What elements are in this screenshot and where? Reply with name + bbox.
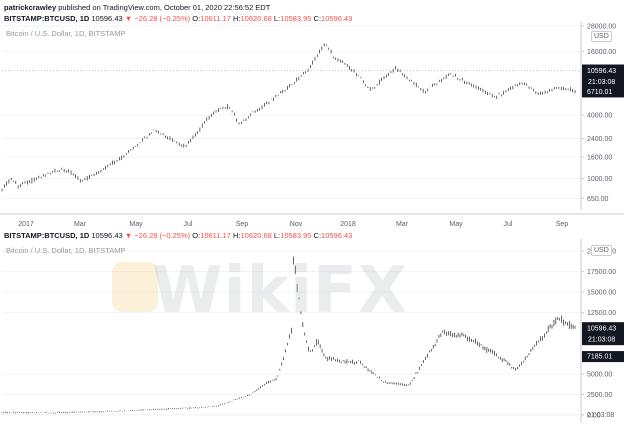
y-tick-label: 17500.00: [587, 269, 616, 276]
secondary-price-tag-label: 6710.01: [587, 89, 612, 96]
x-tick-label: Mar: [396, 221, 409, 228]
y-tick-label: 1600.00: [587, 155, 612, 162]
low-value: 10583.95: [280, 14, 312, 23]
last-price-tag: [582, 64, 624, 88]
price-change: ▼ −26.28 (−0.25%): [124, 231, 191, 240]
x-tick-label: May: [449, 221, 463, 228]
y-tick-label: 15000.00: [587, 290, 616, 297]
currency-label[interactable]: USD: [591, 31, 612, 42]
low-value: 10583.95: [280, 231, 312, 240]
y-tick-label: 2400.00: [587, 136, 612, 143]
secondary-price-tag: [582, 351, 624, 363]
price-change: ▼ −26.28 (−0.25%): [124, 14, 191, 23]
countdown-label: 21:03:08: [588, 337, 615, 344]
ohlc-legend: BITSTAMP:BTCUSD, 1D 10596.43 ▼ −26.28 (−…: [4, 231, 352, 240]
last-price: 10596.43: [91, 14, 123, 23]
x-tick-label: May: [129, 221, 143, 228]
high-value: 10620.68: [240, 231, 272, 240]
chart-panel-log: 2017 Mar May Jul Sep Nov 2018 Mar May Jul Sep 28000…: [0, 12, 624, 230]
close-value: 10596.43: [321, 14, 353, 23]
price-series: [1, 43, 576, 192]
x-tick-label: Jul: [184, 221, 193, 228]
y-tick-label: 16000.00: [587, 49, 616, 56]
chart-canvas-linear: 20000.0017500.0015000.0012500.0021:03:08…: [1, 239, 624, 423]
published-text: published on TradingView.com, October 01…: [58, 3, 271, 12]
close-label: C:: [313, 231, 322, 240]
low-label: L:: [273, 231, 281, 240]
open-label: O:: [192, 14, 201, 23]
open-value: 10611.17: [200, 231, 231, 240]
last-price-tag: [582, 322, 624, 346]
high-label: H:: [233, 14, 241, 23]
close-value: 10596.43: [321, 231, 353, 240]
chart-panel-linear: 20000.0017500.0015000.0012500.0021:03:08…: [0, 229, 624, 425]
countdown-label: 21:03:08: [588, 79, 615, 86]
x-tick-label: Sep: [236, 221, 249, 228]
secondary-price-tag-label: 7185.01: [587, 354, 612, 361]
x-tick-label: 2017: [18, 221, 34, 228]
symbol-label[interactable]: BITSTAMP:BTCUSD, 1D: [4, 231, 90, 240]
symbol-label[interactable]: BITSTAMP:BTCUSD, 1D: [4, 14, 90, 23]
last-price: 10596.43: [91, 231, 123, 240]
y-tick-label: 5000.00: [587, 371, 612, 378]
y-tick-label: 0.00: [587, 412, 601, 419]
x-tick-label: Sep: [556, 221, 569, 228]
open-label: O:: [192, 231, 201, 240]
watermark-logo-icon: [112, 262, 158, 312]
y-tick-label: 21:03:08: [587, 412, 614, 419]
open-value: 10611.17: [200, 14, 231, 23]
y-tick-label: 4000.00: [587, 113, 612, 120]
price-series: [1, 256, 576, 414]
x-tick-label: Nov: [290, 221, 303, 228]
y-tick-label: 12500.00: [587, 310, 616, 317]
ohlc-legend: BITSTAMP:BTCUSD, 1D 10596.43 ▼ −26.28 (−…: [4, 14, 352, 23]
close-label: C:: [313, 14, 322, 23]
publication-header: patrickcrawley published on TradingView.…: [4, 3, 270, 12]
x-tick-label: Mar: [74, 221, 87, 228]
low-label: L:: [273, 14, 281, 23]
high-value: 10620.68: [240, 14, 272, 23]
currency-label[interactable]: USD: [591, 245, 612, 256]
high-label: H:: [233, 231, 241, 240]
y-tick-label: 2500.00: [587, 392, 612, 399]
y-tick-label: 28000.00: [587, 24, 616, 31]
y-tick-label: 1000.00: [587, 176, 612, 183]
last-price-tag-label: 10596.43: [587, 326, 616, 333]
secondary-price-tag: [582, 86, 624, 98]
chart-canvas-log: 2017 Mar May Jul Sep Nov 2018 Mar May Jul Sep 28000…: [0, 22, 624, 228]
chart-subtitle: Bitcoin / U.S. Dollar, 1D, BITSTAMP: [6, 246, 126, 255]
y-tick-label: 650.00: [587, 196, 609, 203]
last-price-tag-label: 10596.43: [587, 68, 616, 75]
watermark-text: WikiFX: [152, 254, 409, 328]
x-tick-label: 2018: [340, 221, 356, 228]
author-name[interactable]: patrickcrawley: [4, 3, 57, 12]
x-tick-label: Jul: [504, 221, 513, 228]
chart-subtitle: Bitcoin / U.S. Dollar, 1D, BITSTAMP: [6, 29, 126, 38]
